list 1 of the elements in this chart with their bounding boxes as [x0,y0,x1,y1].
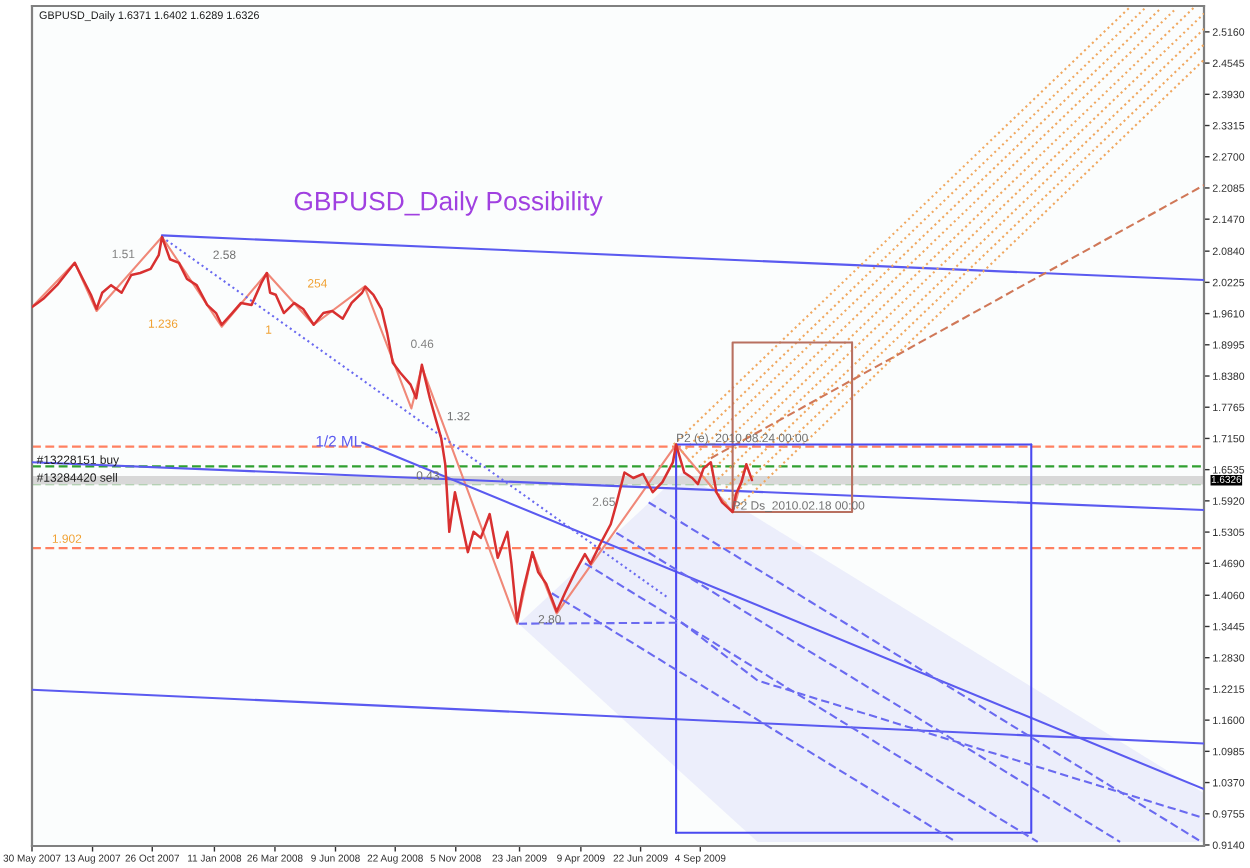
text: GBPUSD_Daily Possibility [294,191,603,216]
